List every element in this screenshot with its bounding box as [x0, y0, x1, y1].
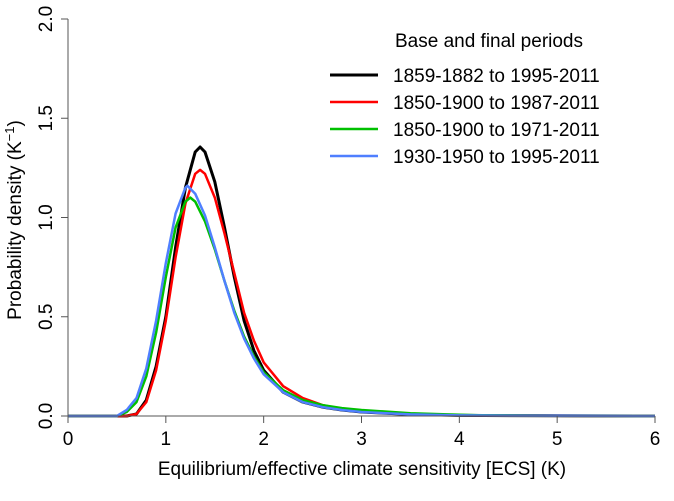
x-tick-label: 6	[650, 429, 661, 450]
y-axis-title: Probability density (K−1)	[2, 120, 26, 320]
legend: Base and final periods 1859-1882 to 1995…	[330, 31, 600, 168]
series-line	[68, 145, 656, 418]
x-ticks: 0 1 2 3 4 5 6	[63, 416, 661, 450]
legend-title: Base and final periods	[395, 31, 583, 52]
legend-entry: 1930-1950 to 1995-2011	[393, 147, 600, 168]
y-tick-label: 1.5	[36, 105, 57, 131]
x-tick-label: 0	[63, 429, 74, 450]
y-tick-label: 2.0	[36, 6, 57, 32]
legend-entry: 1850-1900 to 1971-2011	[393, 120, 600, 141]
series-line	[68, 184, 656, 418]
y-tick-label: 0.0	[36, 403, 57, 429]
y-ticks: 0.0 0.5 1.0 1.5 2.0	[36, 6, 68, 429]
y-tick-label: 0.5	[36, 304, 57, 330]
series-line	[68, 168, 656, 418]
legend-entry: 1850-1900 to 1987-2011	[393, 93, 600, 114]
series-layer	[68, 145, 656, 418]
y-tick-label: 1.0	[36, 204, 57, 230]
x-axis-title: Equilibrium/effective climate sensitivit…	[158, 459, 566, 480]
legend-entry: 1859-1882 to 1995-2011	[393, 66, 600, 87]
series-line	[68, 196, 656, 418]
x-tick-label: 4	[454, 429, 465, 450]
x-tick-label: 1	[161, 429, 172, 450]
x-tick-label: 2	[258, 429, 269, 450]
x-tick-label: 5	[552, 429, 563, 450]
x-tick-label: 3	[356, 429, 367, 450]
